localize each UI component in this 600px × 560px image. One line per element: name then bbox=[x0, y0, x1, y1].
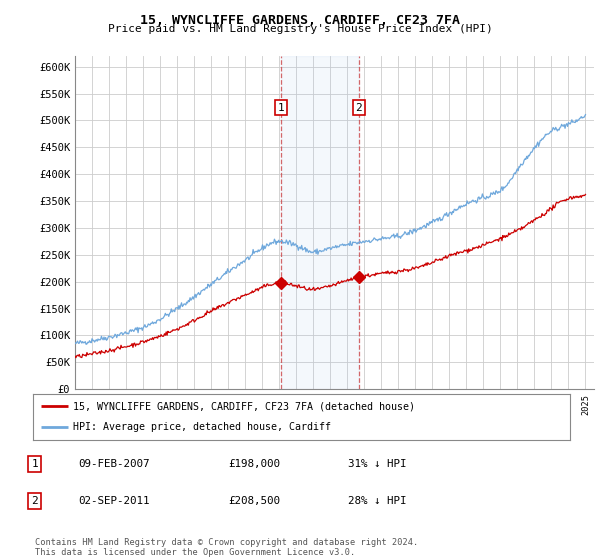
Text: 02-SEP-2011: 02-SEP-2011 bbox=[78, 496, 149, 506]
Text: Contains HM Land Registry data © Crown copyright and database right 2024.
This d: Contains HM Land Registry data © Crown c… bbox=[35, 538, 418, 557]
Text: £208,500: £208,500 bbox=[228, 496, 280, 506]
Text: Price paid vs. HM Land Registry's House Price Index (HPI): Price paid vs. HM Land Registry's House … bbox=[107, 24, 493, 34]
Text: 09-FEB-2007: 09-FEB-2007 bbox=[78, 459, 149, 469]
Text: 15, WYNCLIFFE GARDENS, CARDIFF, CF23 7FA: 15, WYNCLIFFE GARDENS, CARDIFF, CF23 7FA bbox=[140, 14, 460, 27]
Text: 2: 2 bbox=[31, 496, 38, 506]
Text: 1: 1 bbox=[31, 459, 38, 469]
Text: 15, WYNCLIFFE GARDENS, CARDIFF, CF23 7FA (detached house): 15, WYNCLIFFE GARDENS, CARDIFF, CF23 7FA… bbox=[73, 401, 415, 411]
Text: 28% ↓ HPI: 28% ↓ HPI bbox=[348, 496, 407, 506]
Text: £198,000: £198,000 bbox=[228, 459, 280, 469]
Text: 2: 2 bbox=[355, 102, 362, 113]
Text: HPI: Average price, detached house, Cardiff: HPI: Average price, detached house, Card… bbox=[73, 422, 331, 432]
Text: 31% ↓ HPI: 31% ↓ HPI bbox=[348, 459, 407, 469]
Bar bbox=[281, 56, 359, 389]
Text: 1: 1 bbox=[278, 102, 284, 113]
